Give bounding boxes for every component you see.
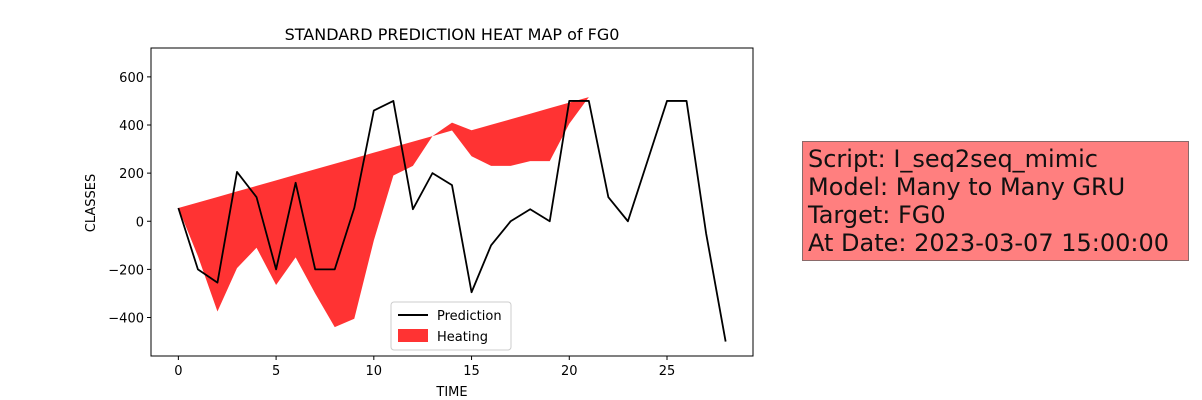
- x-tick-label: 15: [463, 364, 480, 379]
- chart-title: STANDARD PREDICTION HEAT MAP of FG0: [285, 25, 620, 44]
- info-target: Target: FG0: [808, 201, 946, 229]
- x-tick-label: 0: [174, 364, 182, 379]
- y-tick-label: 400: [119, 119, 144, 134]
- model-info-box: Script: I_seq2seq_mimic Model: Many to M…: [802, 141, 1189, 261]
- x-tick-label: 25: [659, 364, 676, 379]
- legend-label-prediction: Prediction: [437, 309, 502, 324]
- legend-fill-swatch: [398, 329, 428, 342]
- heating-fill-area: [178, 62, 726, 328]
- y-tick-label: −200: [108, 263, 144, 278]
- x-axis-label: TIME: [435, 385, 467, 400]
- info-date: At Date: 2023-03-07 15:00:00: [808, 229, 1170, 257]
- legend: Prediction Heating: [390, 301, 512, 351]
- legend-label-heating: Heating: [437, 330, 488, 345]
- y-tick-label: 0: [136, 215, 144, 230]
- y-tick-label: 200: [119, 167, 144, 182]
- y-tick-label: 600: [119, 71, 144, 86]
- x-tick-label: 10: [366, 364, 383, 379]
- info-model: Model: Many to Many GRU: [808, 173, 1126, 201]
- plot-frame: [150, 47, 754, 357]
- y-tick-label: −400: [108, 312, 144, 327]
- info-script: Script: I_seq2seq_mimic: [808, 145, 1098, 173]
- x-tick-label: 5: [272, 364, 280, 379]
- x-tick-label: 20: [561, 364, 578, 379]
- y-axis-label: CLASSES: [84, 174, 99, 232]
